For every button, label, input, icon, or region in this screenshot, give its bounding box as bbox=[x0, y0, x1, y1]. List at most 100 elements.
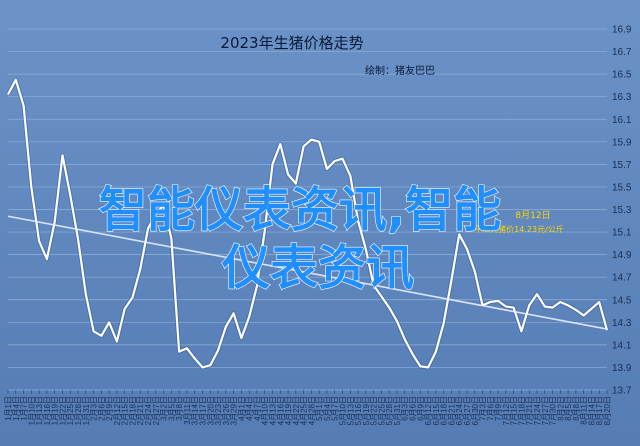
x-tick-label: 5月10日 bbox=[339, 396, 348, 425]
x-tick-label: 7月24日 bbox=[533, 396, 542, 425]
x-tick-label: 1月13日 bbox=[35, 396, 44, 425]
x-tick-label: 5月22日 bbox=[370, 396, 379, 425]
x-tick-label: 6月6日 bbox=[409, 396, 418, 421]
x-tick-label: 7月9日 bbox=[494, 396, 503, 421]
x-tick-label: 6月15日 bbox=[432, 396, 441, 425]
x-tick-label: 7月27日 bbox=[541, 396, 550, 425]
y-tick-label: 16.1 bbox=[612, 115, 632, 126]
x-tick-label: 6月9日 bbox=[416, 396, 425, 421]
y-axis-ticks: 16.9 16.7 16.5 16.3 16.1 15.9 15.7 15.5 15.3 15.1… bbox=[612, 25, 632, 397]
watermark-line-1: 智能仪表资讯,智能 bbox=[99, 182, 501, 238]
watermark-line-2: 仪表资讯 bbox=[221, 240, 414, 296]
x-tick-label: 8月17日 bbox=[595, 396, 604, 425]
x-tick-label: 6月18日 bbox=[440, 396, 449, 425]
x-tick-label: 2月3日 bbox=[90, 396, 99, 421]
x-tick-label: 5月1日 bbox=[315, 396, 324, 421]
annotation-date: 8月12日 bbox=[515, 210, 550, 221]
y-tick-label: 15.3 bbox=[612, 205, 632, 216]
x-tick-label: 4月19日 bbox=[284, 396, 293, 425]
y-tick-label: 14.3 bbox=[612, 318, 632, 329]
x-tick-label: 2月12日 bbox=[113, 396, 122, 425]
x-tick-label: 3月2日 bbox=[160, 396, 169, 421]
x-tick-label: 4月28日 bbox=[307, 396, 316, 425]
x-tick-label: 7月6日 bbox=[486, 396, 495, 421]
x-tick-label: 5月28日 bbox=[385, 396, 394, 425]
y-tick-label: 16.9 bbox=[612, 25, 632, 36]
y-tick-label: 16.3 bbox=[612, 92, 632, 103]
x-tick-label: 3月5日 bbox=[167, 396, 176, 421]
x-tick-label: 2月21日 bbox=[136, 396, 145, 425]
x-tick-label: 8月2日 bbox=[556, 396, 565, 421]
x-tick-label: 6月27日 bbox=[463, 396, 472, 425]
x-tick-label: 5月25日 bbox=[377, 396, 386, 425]
x-tick-label: 2月6日 bbox=[97, 396, 106, 421]
y-tick-label: 13.7 bbox=[612, 386, 632, 397]
x-tick-label: 5月16日 bbox=[354, 396, 363, 425]
x-tick-label: 7月18日 bbox=[517, 396, 526, 425]
x-tick-label: 1月7日 bbox=[20, 396, 29, 421]
y-tick-label: 15.7 bbox=[612, 160, 632, 171]
x-tick-label: 1月22日 bbox=[58, 396, 67, 425]
y-tick-label: 14.1 bbox=[612, 340, 632, 351]
x-tick-label: 8月5日 bbox=[564, 396, 573, 421]
x-tick-label: 7月30日 bbox=[549, 396, 558, 425]
x-tick-label: 1月4日 bbox=[12, 396, 21, 421]
x-tick-label: 4月16日 bbox=[276, 396, 285, 425]
x-tick-label: 8月11日 bbox=[580, 396, 589, 425]
x-tick-label: 6月12日 bbox=[424, 396, 433, 425]
x-tick-label: 5月31日 bbox=[393, 396, 402, 425]
x-axis-ticks: 1月1日1月4日1月7日1月10日1月13日1月16日1月19日1月22日1月2… bbox=[4, 390, 612, 425]
x-tick-label: 3月20日 bbox=[206, 396, 215, 425]
y-tick-label: 15.9 bbox=[612, 137, 632, 148]
price-line bbox=[7, 78, 609, 369]
x-tick-label: 8月8日 bbox=[572, 396, 581, 421]
x-tick-label: 2月27日 bbox=[152, 396, 161, 425]
x-tick-label: 3月14日 bbox=[191, 396, 200, 425]
x-tick-label: 8月14日 bbox=[587, 396, 596, 425]
x-tick-label: 6月21日 bbox=[447, 396, 456, 425]
y-tick-label: 15.5 bbox=[612, 182, 632, 193]
x-tick-label: 1月25日 bbox=[66, 396, 75, 425]
x-tick-label: 7月21日 bbox=[525, 396, 534, 425]
x-tick-label: 4月4日 bbox=[245, 396, 254, 421]
y-tick-label: 14.9 bbox=[612, 250, 632, 261]
x-tick-label: 5月13日 bbox=[346, 396, 355, 425]
x-tick-label: 3月29日 bbox=[230, 396, 239, 425]
x-tick-label: 2月9日 bbox=[105, 396, 114, 421]
x-tick-label: 1月10日 bbox=[27, 396, 36, 425]
x-tick-label: 6月30日 bbox=[471, 396, 480, 425]
x-tick-label: 4月25日 bbox=[300, 396, 309, 425]
x-tick-label: 1月1日 bbox=[4, 396, 13, 421]
x-tick-label: 3月26日 bbox=[222, 396, 231, 425]
x-tick-label: 4月1日 bbox=[237, 396, 246, 421]
x-tick-label: 3月11日 bbox=[183, 396, 192, 425]
chart-title: 2023年生猪价格走势 bbox=[220, 34, 363, 52]
y-tick-label: 14.7 bbox=[612, 273, 632, 284]
x-tick-label: 7月12日 bbox=[502, 396, 511, 425]
x-tick-label: 6月3日 bbox=[401, 396, 410, 421]
x-tick-label: 8月20日 bbox=[603, 396, 612, 425]
y-tick-label: 13.9 bbox=[612, 363, 632, 374]
x-tick-label: 2月15日 bbox=[121, 396, 130, 425]
x-tick-label: 4月13日 bbox=[268, 396, 277, 425]
x-tick-label: 7月15日 bbox=[510, 396, 519, 425]
x-tick-label: 3月8日 bbox=[175, 396, 184, 421]
x-tick-label: 1月16日 bbox=[43, 396, 52, 425]
x-tick-label: 2月18日 bbox=[128, 396, 137, 425]
series-layer bbox=[6, 77, 609, 370]
x-tick-label: 3月23日 bbox=[214, 396, 223, 425]
y-tick-label: 16.7 bbox=[612, 47, 632, 58]
x-tick-label: 2月24日 bbox=[144, 396, 153, 425]
x-tick-label: 5月19日 bbox=[362, 396, 371, 425]
x-tick-label: 4月7日 bbox=[253, 396, 262, 421]
x-tick-label: 1月31日 bbox=[82, 396, 91, 425]
x-tick-label: 4月10日 bbox=[261, 396, 270, 425]
x-tick-label: 5月7日 bbox=[331, 396, 340, 421]
y-tick-label: 15.1 bbox=[612, 228, 632, 239]
x-tick-label: 6月24日 bbox=[455, 396, 464, 425]
x-tick-label: 1月28日 bbox=[74, 396, 83, 425]
x-tick-label: 4月22日 bbox=[292, 396, 301, 425]
y-tick-label: 16.5 bbox=[612, 70, 632, 81]
